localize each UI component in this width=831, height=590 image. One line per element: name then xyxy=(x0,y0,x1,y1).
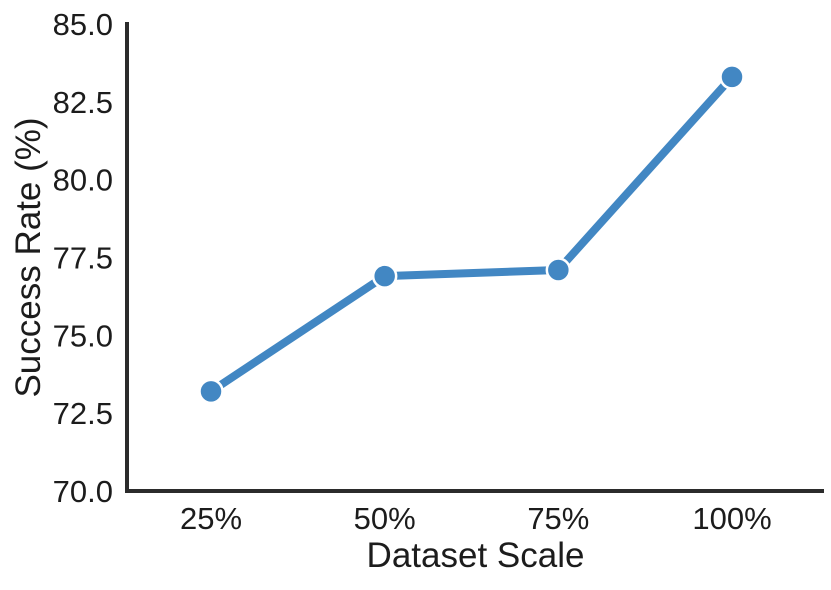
data-point-markers xyxy=(198,64,745,405)
x-tick-label: 100% xyxy=(692,501,771,536)
x-tick-label: 75% xyxy=(527,501,589,536)
y-tick-label: 70.0 xyxy=(53,474,113,509)
y-axis-tick-labels: 70.0 72.5 75.0 77.5 80.0 82.5 85.0 xyxy=(53,7,113,509)
y-axis-title: Success Rate (%) xyxy=(9,117,48,397)
y-tick-label: 80.0 xyxy=(53,163,113,198)
y-tick-label: 85.0 xyxy=(53,7,113,42)
y-tick-label: 82.5 xyxy=(53,85,113,120)
data-point-marker xyxy=(545,257,572,283)
x-axis-title: Dataset Scale xyxy=(367,536,585,575)
data-point-marker xyxy=(371,263,398,289)
x-tick-label: 25% xyxy=(180,501,242,536)
y-tick-label: 75.0 xyxy=(53,318,113,353)
x-tick-label: 50% xyxy=(354,501,416,536)
line-series xyxy=(207,72,737,396)
y-tick-label: 77.5 xyxy=(53,241,113,276)
y-tick-label: 72.5 xyxy=(53,396,113,431)
x-axis-tick-labels: 25% 50% 75% 100% xyxy=(180,501,772,536)
data-point-marker xyxy=(198,378,224,405)
data-point-marker xyxy=(719,64,745,90)
axes-spines xyxy=(125,22,824,493)
